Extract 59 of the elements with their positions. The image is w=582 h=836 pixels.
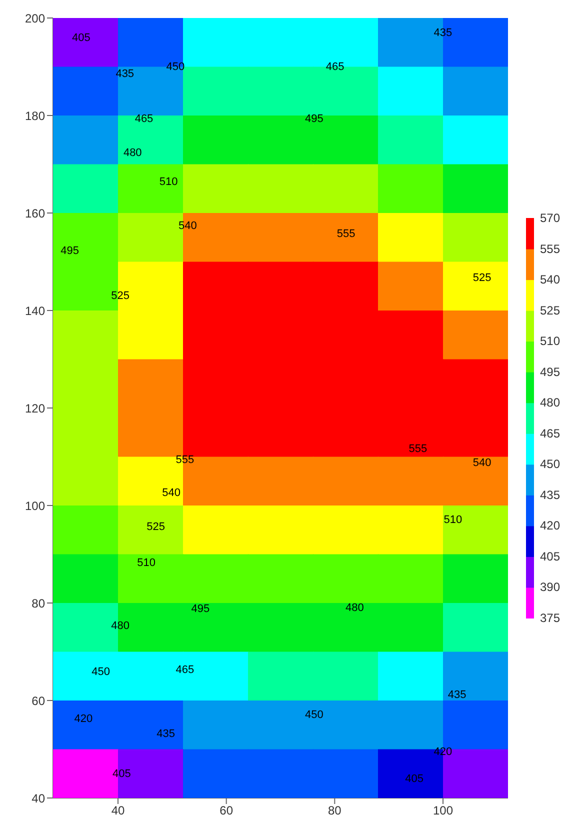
- y-tick-label: 80: [32, 596, 46, 610]
- color-bar-label: 495: [540, 364, 560, 379]
- color-bar-label: 525: [540, 303, 560, 318]
- annotation: 480: [123, 146, 142, 159]
- annotation: 465: [176, 664, 194, 676]
- x-tick-label: 100: [432, 804, 454, 818]
- annotation: 450: [166, 61, 185, 74]
- annotation: 510: [444, 514, 462, 526]
- annotation: 495: [60, 245, 80, 258]
- y-tick-label: 120: [24, 401, 46, 416]
- y-tick-label: 160: [24, 206, 46, 220]
- y-tick-label: 140: [24, 304, 46, 318]
- color-bar-label: 450: [540, 457, 560, 472]
- annotation: 420: [74, 713, 93, 726]
- annotation: 555: [176, 454, 194, 466]
- color-bar-label: 405: [540, 549, 560, 564]
- annotation: 450: [304, 708, 324, 721]
- annotation: 405: [405, 772, 424, 784]
- annotation: 465: [326, 61, 344, 74]
- color-bar-label: 510: [540, 334, 560, 348]
- color-bar-label: 570: [540, 211, 560, 225]
- annotation: 510: [159, 176, 178, 188]
- annotation: 510: [137, 557, 156, 570]
- annotation: 495: [191, 603, 210, 616]
- annotation: 405: [112, 768, 131, 780]
- y-tick-label: 200: [24, 11, 46, 26]
- annotation: 540: [472, 457, 492, 470]
- annotation: 525: [146, 520, 166, 533]
- color-bar-label: 375: [540, 611, 560, 625]
- annotation: 555: [408, 442, 428, 455]
- annotation: 405: [72, 32, 90, 44]
- annotation: 525: [472, 272, 492, 284]
- x-tick-label: 80: [328, 804, 342, 818]
- x-tick-label: 60: [220, 804, 234, 818]
- color-bar-label: 420: [540, 518, 560, 533]
- annotation: 540: [178, 220, 197, 232]
- color-bar-label: 480: [540, 396, 560, 410]
- annotation: 435: [434, 26, 452, 39]
- annotation: 420: [434, 746, 452, 758]
- color-bar-label: 540: [540, 272, 560, 287]
- annotation: 450: [92, 666, 110, 678]
- annotation: 555: [336, 228, 356, 240]
- annotation: 435: [448, 689, 466, 702]
- annotation: 465: [134, 112, 154, 125]
- annotation: 435: [116, 68, 134, 80]
- y-tick-label: 40: [32, 791, 46, 806]
- color-bar-label: 390: [540, 580, 560, 594]
- color-bar-label: 435: [540, 488, 560, 502]
- annotation: 435: [156, 728, 176, 740]
- x-tick-label: 40: [111, 804, 125, 818]
- y-tick-label: 60: [32, 694, 46, 708]
- annotation: 480: [345, 602, 364, 614]
- color-bar-label: 555: [540, 242, 560, 256]
- color-bar-label: 465: [540, 426, 560, 440]
- annotation: 540: [162, 487, 180, 500]
- annotation: 495: [304, 112, 324, 125]
- y-tick-label: 100: [24, 498, 46, 513]
- annotation: 480: [111, 620, 130, 632]
- y-tick-label: 180: [24, 108, 46, 123]
